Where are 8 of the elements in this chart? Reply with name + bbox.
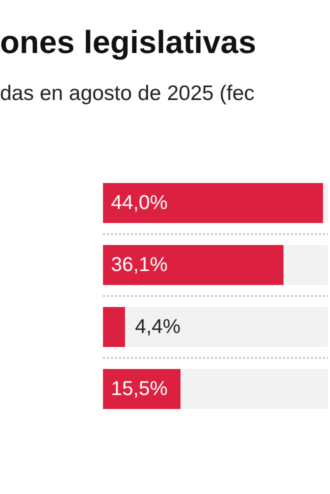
data-label: 4,4% [135,316,181,338]
bar [103,307,125,347]
chart-subtitle: das en agosto de 2025 (fec [0,82,255,106]
chart-title: ones legislativas [0,24,256,61]
bar [103,183,323,223]
data-label: 15,5% [111,378,168,400]
data-label: 44,0% [111,192,168,214]
data-label: 36,1% [111,254,168,276]
